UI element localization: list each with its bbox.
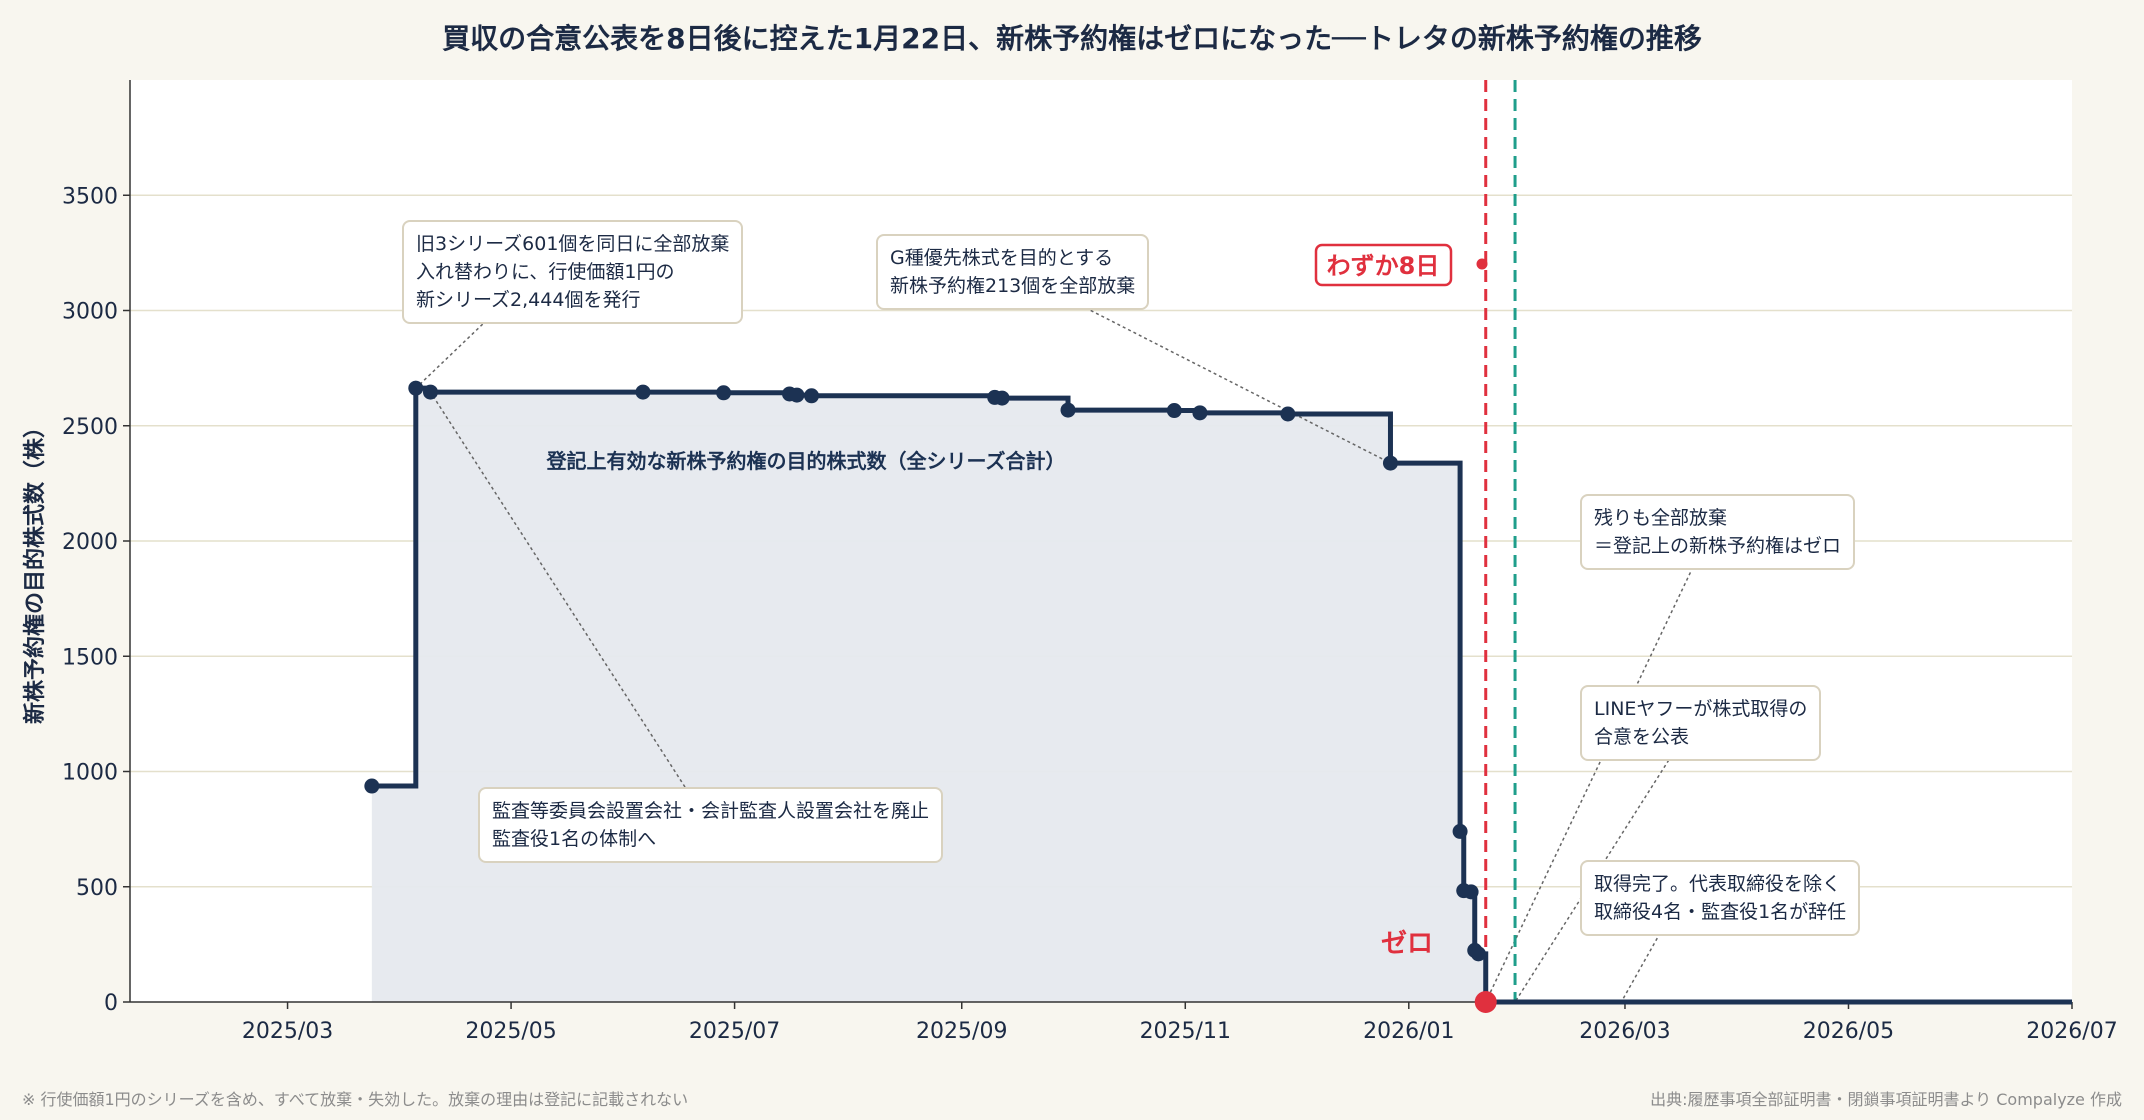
- annotation-text: 取得完了。代表取締役を除く: [1594, 873, 1842, 895]
- x-tick-label: 2026/07: [2026, 1019, 2117, 1044]
- annotation-leader: [1485, 566, 1694, 1003]
- y-tick-label: 0: [104, 991, 118, 1016]
- x-tick-label: 2025/09: [916, 1019, 1007, 1044]
- data-point: [1474, 991, 1497, 1013]
- gap-callout-box: [1314, 243, 1453, 287]
- tick-labels: 0 500 1000 1500 2000 2500 3000 3500 2025/03 2025/…: [62, 184, 2118, 1044]
- data-point: [1192, 405, 1208, 421]
- data-point: [1166, 403, 1182, 419]
- y-tick-label: 500: [76, 876, 118, 901]
- annotation-text: 旧3シリーズ601個を同日に全部放棄: [416, 233, 730, 255]
- data-point: [1470, 946, 1486, 962]
- x-tick-label: 2025/11: [1140, 1019, 1231, 1044]
- y-tick-label: 2000: [62, 530, 118, 555]
- footnote: ※ 行使価額1円のシリーズを含め、すべて放棄・失効した。放棄の理由は登記に記載さ…: [22, 1090, 689, 1109]
- x-tick-label: 2025/07: [689, 1019, 780, 1044]
- chart-title: 買収の合意公表を8日後に控えた1月22日、新株予約権はゼロになった──トレタの新…: [442, 22, 1702, 55]
- annotation-zero: 残りも全部放棄 ＝登記上の新株予約権はゼロ: [1580, 494, 1856, 570]
- annotation-text: 監査等委員会設置会社・会計監査人設置会社を廃止: [492, 800, 930, 822]
- y-tick-label: 3500: [62, 184, 118, 209]
- gap-callout: わずか8日: [1314, 243, 1488, 287]
- x-tick-label: 2026/01: [1363, 1019, 1454, 1044]
- y-axis-label: 新株予約権の目的株式数（株）: [22, 416, 48, 724]
- annotation-leader: [415, 319, 488, 389]
- annotation-text: 新株予約権213個を全部放棄: [890, 275, 1136, 297]
- x-tick-label: 2025/03: [242, 1019, 333, 1044]
- series-points: [364, 380, 1497, 1013]
- annotation-text: ＝登記上の新株予約権はゼロ: [1594, 535, 1842, 557]
- series-label: 登記上有効な新株予約権の目的株式数（全シリーズ合計）: [546, 449, 1066, 473]
- data-point: [1280, 406, 1296, 422]
- data-point: [1452, 823, 1468, 839]
- data-point: [789, 387, 805, 403]
- annotation-text: 取締役4名・監査役1名が辞任: [1594, 901, 1847, 923]
- annotation-lineyahoo: LINEヤフーが株式取得の 合意を公表: [1580, 685, 1822, 761]
- x-tick-label: 2026/03: [1579, 1019, 1670, 1044]
- annotation-text: 合意を公表: [1594, 726, 1690, 748]
- data-point: [422, 384, 438, 400]
- data-point: [1382, 455, 1398, 471]
- annotation-completion: 取得完了。代表取締役を除く 取締役4名・監査役1名が辞任: [1580, 860, 1861, 936]
- y-tick-label: 2500: [62, 415, 118, 440]
- data-point: [1463, 884, 1479, 900]
- chart-text: 買収の合意公表を8日後に控えた1月22日、新株予約権はゼロになった──トレタの新…: [22, 22, 1702, 959]
- annotation-new-series: 旧3シリーズ601個を同日に全部放棄 入れ替わりに、行使価額1円の 新シリーズ2…: [402, 220, 744, 324]
- source-credit: 出典:履歴事項全部証明書・閉鎖事項証明書より Compalyze 作成: [1650, 1090, 2122, 1109]
- data-point: [804, 388, 820, 404]
- annotation-leader: [429, 391, 686, 788]
- y-tick-label: 1000: [62, 761, 118, 786]
- annotation-text: 監査役1名の体制へ: [492, 828, 657, 850]
- gap-callout-label: わずか8日: [1327, 252, 1440, 280]
- annotation-g-preferred: G種優先株式を目的とする 新株予約権213個を全部放棄: [876, 234, 1150, 310]
- gap-marker: [1476, 258, 1488, 270]
- data-point: [994, 390, 1010, 406]
- data-point: [364, 778, 380, 794]
- annotation-text: 残りも全部放棄: [1594, 507, 1728, 529]
- data-point: [716, 385, 732, 401]
- x-tick-label: 2025/05: [465, 1019, 556, 1044]
- x-tick-label: 2026/05: [1803, 1019, 1894, 1044]
- data-point: [1060, 402, 1076, 418]
- annotation-governance: 監査等委員会設置会社・会計監査人設置会社を廃止 監査役1名の体制へ: [478, 787, 944, 863]
- data-point: [635, 384, 651, 400]
- data-point: [408, 380, 424, 396]
- annotation-text: LINEヤフーが株式取得の: [1594, 698, 1808, 720]
- event-lines: [1484, 80, 1517, 1002]
- annotation-leader: [1079, 304, 1391, 464]
- zero-label: ゼロ: [1381, 929, 1433, 959]
- y-tick-label: 1500: [62, 645, 118, 670]
- y-tick-label: 3000: [62, 300, 118, 325]
- annotation-text: 入れ替わりに、行使価額1円の: [416, 261, 675, 283]
- annotation-text: G種優先株式を目的とする: [890, 247, 1114, 269]
- annotation-text: 新シリーズ2,444個を発行: [416, 289, 641, 311]
- annotation-leader: [1620, 911, 1673, 1003]
